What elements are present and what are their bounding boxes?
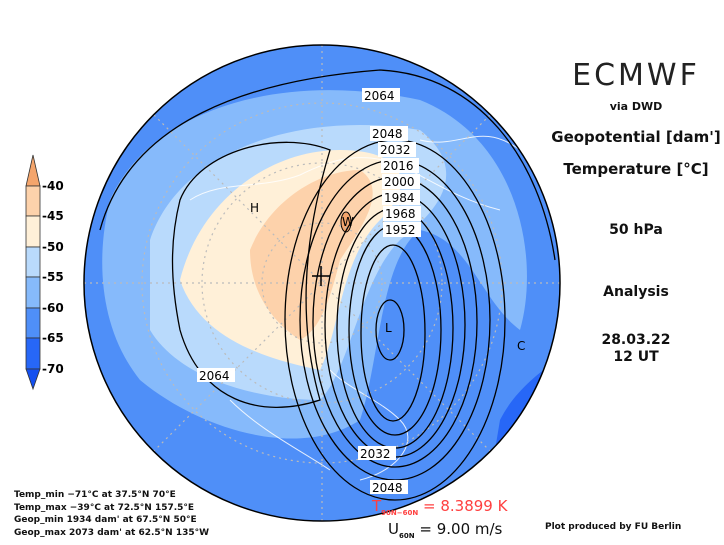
u-sub: 60N xyxy=(398,532,415,540)
legend-label: -55 xyxy=(42,270,64,284)
contour-labels: 2064 2048 2032 2016 2000 1984 1968 1952 … xyxy=(197,88,421,495)
contour-label: 2048 xyxy=(372,481,403,495)
field-geopotential: Geopotential [dam'] xyxy=(551,128,721,146)
legend-label: -40 xyxy=(42,179,64,193)
contour-label: 2064 xyxy=(199,369,230,383)
extremes-stats: Temp_min −71°C at 37.5°N 70°E Temp_max −… xyxy=(14,489,209,539)
legend-label: -50 xyxy=(42,240,64,254)
temp-min: Temp_min −71°C at 37.5°N 70°E xyxy=(14,490,176,500)
t-sub: 90N−60N xyxy=(381,509,419,517)
u-label: U xyxy=(388,520,399,538)
geop-max: Geop_max 2073 dam' at 62.5°N 135°W xyxy=(14,527,210,538)
low-marker: L xyxy=(385,321,392,335)
contour-label: 1952 xyxy=(385,223,416,237)
date: 28.03.22 xyxy=(601,332,671,348)
contour-label: 2032 xyxy=(380,143,411,157)
map-border xyxy=(83,44,561,522)
graticule xyxy=(84,45,560,521)
cold-marker: C xyxy=(517,339,525,353)
contour-label: 1968 xyxy=(385,207,416,221)
contour-label: 2064 xyxy=(364,89,395,103)
brand-title: ECMWF xyxy=(572,58,700,93)
legend-label: -60 xyxy=(42,301,64,315)
contour-label: 2032 xyxy=(360,447,391,461)
run-type: Analysis xyxy=(603,284,669,300)
data-source: via DWD xyxy=(609,100,663,113)
geop-min: Geop_min 1934 dam' at 67.5°N 50°E xyxy=(14,515,197,525)
color-legend xyxy=(25,154,41,391)
legend-label: -45 xyxy=(42,209,64,223)
contour-label: 2000 xyxy=(384,175,415,189)
contour-label: 2048 xyxy=(372,127,403,141)
pressure-level: 50 hPa xyxy=(609,222,663,238)
valid-time: 28.03.22 12 UT xyxy=(548,332,724,366)
zonal-wind-index: U60N = 9.00 m/s xyxy=(388,520,503,540)
contour-label: 1984 xyxy=(384,191,415,205)
t-label: T xyxy=(372,497,382,515)
warm-marker: W xyxy=(342,215,354,229)
time: 12 UT xyxy=(613,349,659,365)
high-marker: H xyxy=(250,201,259,215)
temp-max: Temp_max −39°C at 72.5°N 157.5°E xyxy=(14,502,195,513)
legend-label: -70 xyxy=(42,362,64,376)
legend-label: -65 xyxy=(42,331,64,345)
pole-marker xyxy=(312,266,330,286)
t-value: = 8.3899 K xyxy=(423,497,508,515)
temperature-gradient-index: T90N−60N = 8.3899 K xyxy=(372,497,508,517)
contour-label: 2016 xyxy=(383,159,414,173)
credit: Plot produced by FU Berlin xyxy=(545,522,682,532)
u-value: = 9.00 m/s xyxy=(419,520,503,538)
field-temperature: Temperature [°C] xyxy=(563,160,709,178)
